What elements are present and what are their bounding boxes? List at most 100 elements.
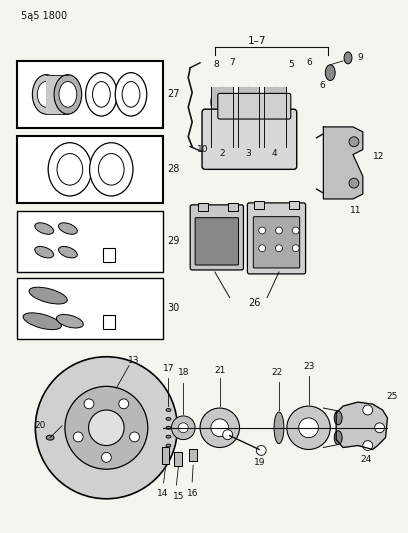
Ellipse shape xyxy=(56,314,83,328)
Circle shape xyxy=(349,178,359,188)
Ellipse shape xyxy=(46,435,54,440)
Text: 6: 6 xyxy=(319,81,325,90)
Text: 25: 25 xyxy=(387,392,398,401)
Ellipse shape xyxy=(216,123,228,141)
Bar xyxy=(289,201,299,209)
Ellipse shape xyxy=(264,117,286,147)
Text: 7: 7 xyxy=(229,58,235,67)
Circle shape xyxy=(363,441,373,450)
Ellipse shape xyxy=(59,82,77,107)
Text: 6: 6 xyxy=(307,58,313,67)
Ellipse shape xyxy=(35,246,53,258)
Text: 22: 22 xyxy=(271,368,283,377)
Ellipse shape xyxy=(269,93,281,111)
Text: 23: 23 xyxy=(303,362,314,371)
Text: 18: 18 xyxy=(177,368,189,377)
Text: 5: 5 xyxy=(288,60,294,69)
Ellipse shape xyxy=(211,87,233,117)
Ellipse shape xyxy=(237,117,259,147)
Circle shape xyxy=(171,416,195,440)
Ellipse shape xyxy=(237,87,259,117)
Text: 28: 28 xyxy=(168,164,180,174)
Ellipse shape xyxy=(57,154,83,185)
Ellipse shape xyxy=(211,117,233,147)
Text: 4: 4 xyxy=(271,149,277,158)
Text: 14: 14 xyxy=(157,489,168,498)
Text: 24: 24 xyxy=(360,455,371,464)
Bar xyxy=(17,278,162,339)
Text: 9: 9 xyxy=(357,53,363,62)
Text: 8: 8 xyxy=(213,60,219,69)
Ellipse shape xyxy=(32,75,60,114)
Ellipse shape xyxy=(58,223,77,235)
Ellipse shape xyxy=(216,93,228,111)
Text: 21: 21 xyxy=(214,366,226,375)
Ellipse shape xyxy=(122,82,140,107)
Text: 27: 27 xyxy=(168,90,180,99)
Circle shape xyxy=(178,423,188,433)
Circle shape xyxy=(211,419,228,437)
Polygon shape xyxy=(336,402,388,449)
Ellipse shape xyxy=(58,246,77,258)
Ellipse shape xyxy=(166,426,171,429)
Circle shape xyxy=(299,418,318,438)
Circle shape xyxy=(292,227,299,234)
FancyBboxPatch shape xyxy=(202,109,297,169)
Text: 10: 10 xyxy=(197,145,209,154)
Circle shape xyxy=(73,432,83,442)
Circle shape xyxy=(200,408,239,448)
Ellipse shape xyxy=(54,75,82,114)
FancyBboxPatch shape xyxy=(247,203,306,274)
Text: 11: 11 xyxy=(350,206,361,215)
Bar xyxy=(17,136,162,203)
Circle shape xyxy=(102,453,111,462)
Bar xyxy=(228,203,237,211)
Circle shape xyxy=(84,399,94,409)
Ellipse shape xyxy=(166,435,171,438)
Text: 15: 15 xyxy=(173,492,184,502)
Ellipse shape xyxy=(166,408,171,411)
Ellipse shape xyxy=(115,72,147,116)
Text: 26: 26 xyxy=(248,298,260,309)
Ellipse shape xyxy=(90,143,133,196)
Circle shape xyxy=(275,245,282,252)
Text: 17: 17 xyxy=(163,364,174,373)
Text: 1–7: 1–7 xyxy=(248,36,266,46)
Ellipse shape xyxy=(166,417,171,421)
Circle shape xyxy=(259,227,266,234)
Bar xyxy=(17,211,162,272)
Bar xyxy=(174,453,182,466)
Bar xyxy=(103,248,115,262)
Bar xyxy=(17,61,162,128)
Ellipse shape xyxy=(35,223,53,235)
Circle shape xyxy=(287,406,330,449)
Bar xyxy=(103,316,115,329)
Ellipse shape xyxy=(274,412,284,443)
Circle shape xyxy=(130,432,140,442)
Bar xyxy=(189,449,197,461)
Circle shape xyxy=(35,357,177,499)
FancyBboxPatch shape xyxy=(218,93,291,119)
Ellipse shape xyxy=(334,411,342,425)
Text: 5ą5 1800: 5ą5 1800 xyxy=(20,11,67,21)
Circle shape xyxy=(349,137,359,147)
Circle shape xyxy=(89,410,124,446)
Text: 2: 2 xyxy=(219,149,224,158)
Text: 20: 20 xyxy=(35,421,46,430)
Text: 19: 19 xyxy=(253,458,265,467)
Ellipse shape xyxy=(325,65,335,80)
Ellipse shape xyxy=(334,431,342,445)
Text: 30: 30 xyxy=(168,303,180,313)
FancyBboxPatch shape xyxy=(195,217,239,265)
Text: 29: 29 xyxy=(168,236,180,246)
Bar xyxy=(198,203,208,211)
Bar xyxy=(46,75,68,114)
Circle shape xyxy=(375,423,384,433)
FancyBboxPatch shape xyxy=(253,217,300,268)
Ellipse shape xyxy=(344,52,352,64)
Ellipse shape xyxy=(242,123,254,141)
Text: 12: 12 xyxy=(373,152,384,161)
Circle shape xyxy=(259,245,266,252)
Bar xyxy=(162,447,169,464)
Text: 3: 3 xyxy=(246,149,251,158)
